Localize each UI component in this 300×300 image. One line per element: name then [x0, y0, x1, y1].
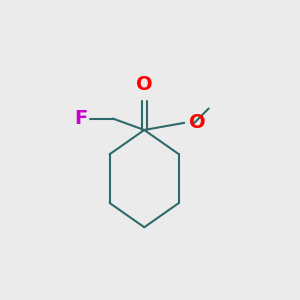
Text: F: F: [74, 109, 87, 128]
Text: O: O: [189, 113, 205, 132]
Text: O: O: [136, 75, 153, 94]
